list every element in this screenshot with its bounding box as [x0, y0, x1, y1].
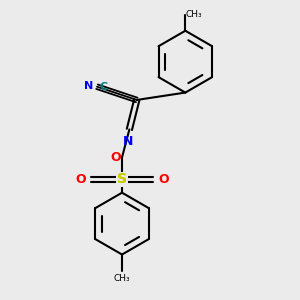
Text: CH₃: CH₃: [185, 10, 202, 19]
Text: S: S: [117, 172, 127, 186]
Text: S: S: [117, 172, 127, 186]
Text: N: N: [123, 135, 133, 148]
Text: O: O: [75, 173, 86, 186]
Text: C: C: [99, 82, 107, 92]
Text: N: N: [84, 80, 94, 91]
Text: O: O: [158, 173, 169, 186]
Text: O: O: [110, 151, 121, 164]
Text: CH₃: CH₃: [114, 274, 130, 283]
